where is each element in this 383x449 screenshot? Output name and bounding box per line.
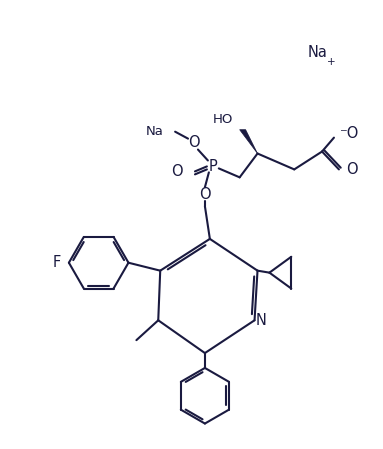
Text: F: F [53, 255, 61, 270]
Text: HO: HO [212, 113, 233, 126]
Text: O: O [346, 162, 357, 177]
Polygon shape [240, 130, 257, 154]
Text: O: O [199, 187, 211, 202]
Text: +: + [327, 57, 336, 67]
Text: P: P [208, 159, 217, 174]
Text: Na: Na [145, 125, 163, 138]
Text: O: O [172, 164, 183, 179]
Text: N: N [256, 313, 267, 328]
Text: O: O [188, 135, 200, 150]
Text: ⁻O: ⁻O [339, 126, 358, 141]
Text: Na: Na [307, 45, 327, 60]
